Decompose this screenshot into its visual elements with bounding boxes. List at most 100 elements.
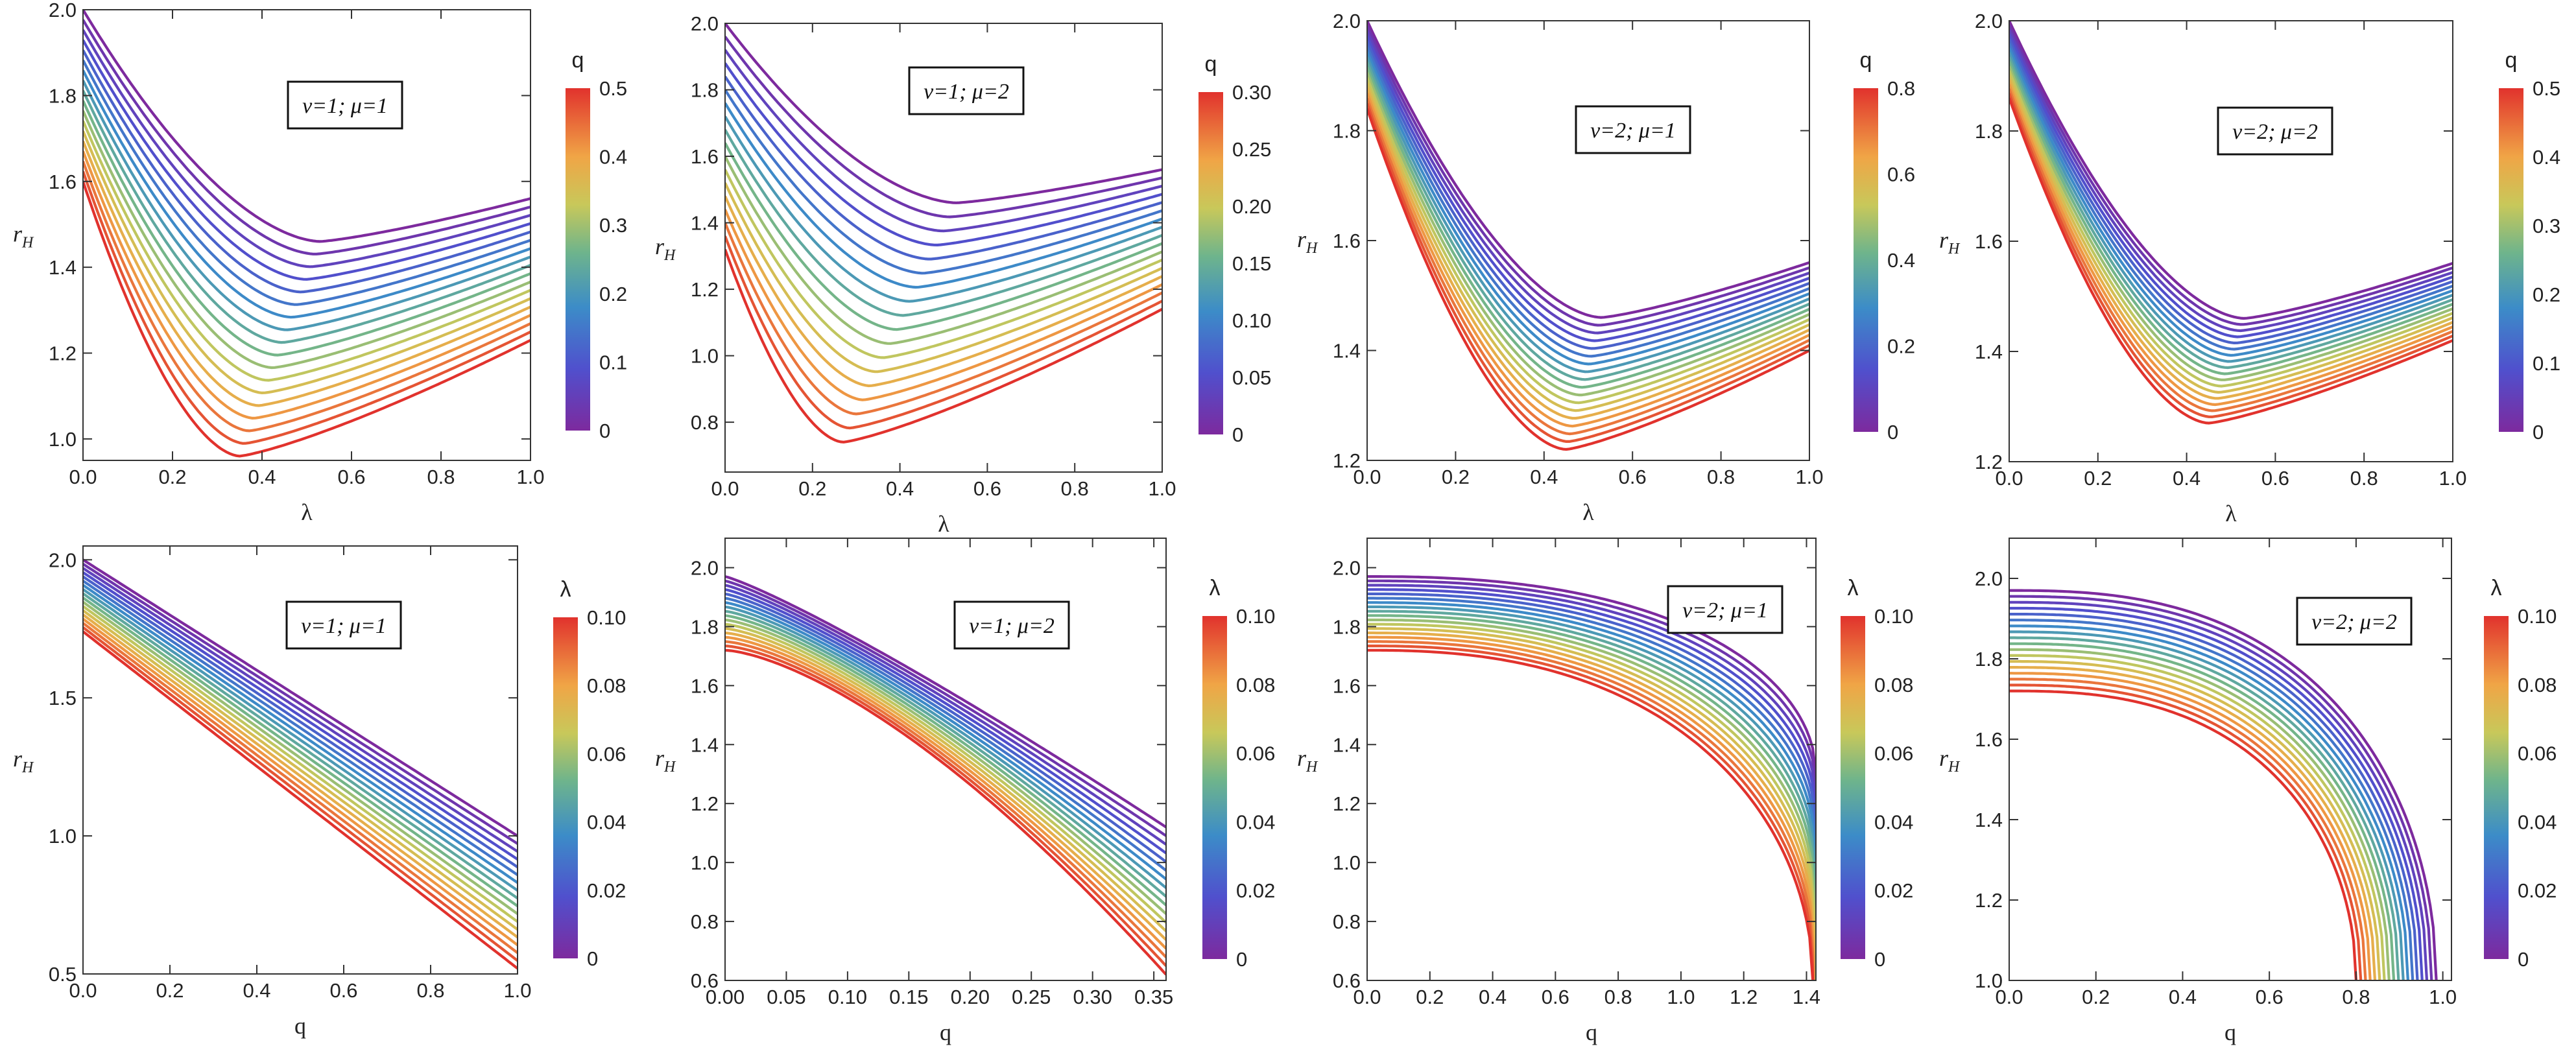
- series-line: [725, 235, 1162, 430]
- colorbar-tick-label: 0.10: [1874, 605, 1913, 628]
- series-line: [83, 597, 518, 908]
- series-line: [725, 631, 1166, 941]
- y-tick-label: 2.0: [691, 12, 719, 35]
- series-line: [83, 609, 518, 931]
- x-tick-label: 1.2: [1730, 986, 1758, 1008]
- series-line: [1367, 46, 1809, 358]
- series-line: [2009, 630, 2405, 980]
- curve-family: [725, 23, 1162, 444]
- x-tick-label: 0.8: [2350, 467, 2378, 490]
- series-line: [2009, 52, 2453, 363]
- y-tick-label: 1.0: [49, 825, 77, 848]
- parameter-label: ν=2; μ=1: [1682, 599, 1768, 622]
- y-tick-label: 1.6: [691, 145, 719, 168]
- series-line: [1367, 62, 1809, 381]
- series-line: [1367, 592, 1816, 980]
- y-tick-label: 2.0: [1975, 567, 2003, 590]
- y-tick-label: 0.8: [691, 411, 719, 434]
- y-tick-label: 2.0: [691, 556, 719, 579]
- colorbar-tick-label: 0.06: [1236, 742, 1275, 765]
- colorbar: [566, 88, 590, 431]
- y-tick-label: 1.6: [1333, 674, 1361, 697]
- y-axis-title: rH: [1297, 226, 1318, 257]
- plot-frame: [2009, 538, 2452, 981]
- colorbar-tick-label: 0.06: [1874, 742, 1913, 765]
- series-line: [83, 622, 518, 954]
- plot-frame: [724, 23, 1163, 473]
- x-tick-label: 1.0: [1148, 477, 1176, 500]
- series-line: [2009, 624, 2409, 980]
- y-tick-label: 2.0: [49, 549, 77, 571]
- series-line: [2009, 689, 2357, 980]
- series-line: [2009, 619, 2415, 980]
- series-line: [83, 100, 531, 357]
- parameter-box: [1575, 105, 1691, 154]
- colorbar-tick-label: 0.3: [2533, 215, 2560, 237]
- colorbar-title: q: [1205, 52, 1217, 77]
- colorbar-tick-label: 0.02: [1236, 879, 1275, 902]
- series-line: [83, 150, 531, 420]
- series-line: [725, 75, 1162, 261]
- series-line: [2009, 65, 2453, 381]
- y-axis-title: rH: [655, 233, 676, 264]
- colorbar-tick-label: 0.04: [2518, 811, 2557, 833]
- x-tick-label: 0.8: [1707, 466, 1735, 488]
- series-line: [725, 156, 1162, 345]
- x-tick-label: 1.0: [1795, 466, 1823, 488]
- parameter-label: ν=2; μ=1: [1590, 119, 1676, 143]
- colorbar-tick-label: 0: [1236, 948, 1247, 971]
- y-tick-label: 1.8: [691, 79, 719, 102]
- series-line: [2009, 595, 2433, 980]
- series-line: [83, 160, 531, 433]
- series-line: [725, 62, 1162, 246]
- y-tick-label: 0.5: [49, 963, 77, 986]
- y-tick-label: 1.2: [1333, 449, 1361, 472]
- y-tick-label: 1.4: [49, 256, 77, 279]
- chart-panel: 0.0 0.2 0.4 0.6 0.8 1.01.01.21.41.61.82.0λrHν…: [13, 0, 627, 525]
- y-tick-label: 1.0: [1975, 969, 2003, 992]
- parameter-box: [953, 600, 1070, 650]
- x-tick-label: 0.4: [1530, 466, 1558, 488]
- x-tick-label: 0.0: [69, 979, 97, 1002]
- series-line: [1367, 36, 1809, 342]
- colorbar: [1202, 616, 1227, 959]
- y-tick-label: 1.4: [691, 733, 719, 756]
- series-line: [725, 601, 1166, 881]
- series-line: [725, 23, 1162, 204]
- y-tick-label: 1.5: [49, 687, 77, 709]
- series-line: [725, 635, 1166, 950]
- series-line: [725, 36, 1162, 219]
- series-line: [725, 575, 1166, 829]
- y-tick-label: 1.2: [49, 342, 77, 365]
- colorbar-tick-label: 0.10: [1236, 605, 1275, 628]
- curve-family: [2009, 589, 2438, 980]
- colorbar-title: q: [572, 48, 584, 73]
- x-axis-title: q: [294, 1013, 306, 1039]
- colorbar-tick-label: 0.2: [599, 283, 627, 305]
- series-line: [1367, 77, 1809, 405]
- plot-frame: [82, 545, 518, 975]
- series-line: [83, 110, 531, 370]
- x-axis-title: q: [1586, 1019, 1597, 1045]
- colorbar-tick-label: 0.04: [1236, 811, 1275, 833]
- y-tick-label: 1.6: [691, 674, 719, 697]
- series-line: [83, 567, 518, 853]
- y-axis-title-main: r: [13, 221, 23, 247]
- x-tick-label: 1.0: [2429, 986, 2457, 1008]
- series-line: [725, 614, 1166, 907]
- y-axis-title: rH: [1939, 745, 1961, 776]
- parameter-label: ν=1; μ=1: [301, 614, 387, 638]
- colorbar-tick-label: 0.02: [1874, 879, 1913, 902]
- colorbar-tick-label: 0.5: [599, 77, 627, 100]
- series-line: [725, 142, 1162, 331]
- series-line: [83, 588, 518, 892]
- x-tick-label: 0.8: [1604, 986, 1632, 1008]
- colorbar-title: λ: [1210, 576, 1221, 600]
- colorbar: [2499, 88, 2523, 432]
- colorbar-tick-label: 0.10: [2518, 605, 2557, 628]
- parameter-label: ν=1; μ=1: [302, 94, 388, 118]
- series-line: [2009, 84, 2453, 407]
- parameter-box: [2296, 597, 2413, 646]
- series-line: [83, 171, 531, 445]
